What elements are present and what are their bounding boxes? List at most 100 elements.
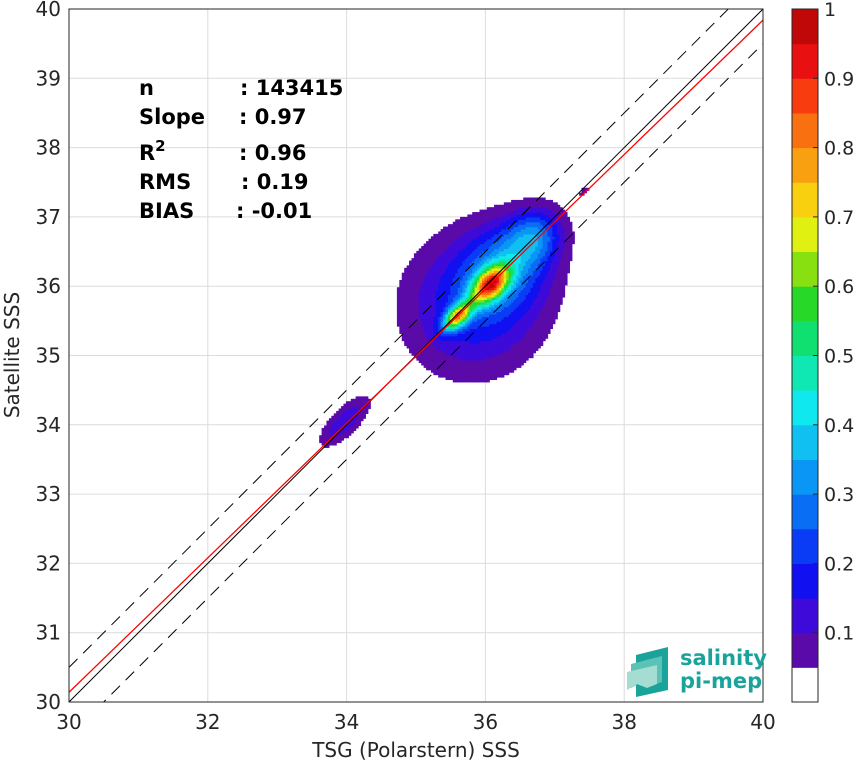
density-cell (418, 352, 422, 356)
density-cell (498, 326, 502, 330)
density-cell (445, 277, 449, 281)
density-cell (423, 292, 427, 296)
density-cell (353, 425, 357, 429)
density-cell (523, 284, 527, 288)
density-cell (530, 277, 534, 281)
density-cell (545, 212, 549, 216)
density-cell (440, 343, 444, 347)
density-cell (452, 265, 456, 269)
density-cell (455, 236, 459, 240)
density-cell (542, 321, 546, 325)
density-cell (508, 272, 512, 276)
density-cell (462, 318, 466, 322)
density-cell (457, 316, 461, 320)
density-cell (457, 284, 461, 288)
density-cell (452, 233, 456, 237)
density-cell (523, 272, 527, 276)
density-cell (545, 330, 549, 334)
density-cell (416, 292, 420, 296)
density-cell (506, 369, 510, 373)
density-cell (498, 224, 502, 228)
density-cell (525, 258, 529, 262)
density-cell (513, 260, 517, 264)
density-cell (496, 231, 500, 235)
density-cell (528, 224, 532, 228)
density-cell (484, 270, 488, 274)
density-cell (486, 212, 490, 216)
density-cell (406, 309, 410, 313)
density-cell (549, 255, 553, 259)
density-cell (469, 265, 473, 269)
density-cell (511, 304, 515, 308)
density-cell (523, 243, 527, 247)
density-cell (486, 330, 490, 334)
density-cell (447, 270, 451, 274)
density-cell (496, 321, 500, 325)
density-cell (396, 304, 400, 308)
density-cell (557, 233, 561, 237)
density-cell (501, 338, 505, 342)
density-cell (443, 287, 447, 291)
density-cell (515, 248, 519, 252)
density-cell (477, 226, 481, 230)
density-cell (530, 292, 534, 296)
density-cell (421, 246, 425, 250)
density-cell (440, 236, 444, 240)
density-cell (445, 374, 449, 378)
density-cell (333, 430, 337, 434)
density-cell (549, 243, 553, 247)
density-cell (569, 241, 573, 245)
density-cell (462, 352, 466, 356)
density-cell (491, 216, 495, 220)
density-cell (406, 333, 410, 337)
density-cell (579, 192, 583, 196)
density-cell (528, 229, 532, 233)
density-cell (469, 357, 473, 361)
density-cell (532, 253, 536, 257)
density-cell (469, 241, 473, 245)
density-cell (489, 260, 493, 264)
density-cell (513, 202, 517, 206)
density-cell (409, 267, 413, 271)
density-cell (518, 335, 522, 339)
density-cell (462, 233, 466, 237)
density-cell (474, 270, 478, 274)
density-cell (358, 398, 362, 402)
density-cell (501, 289, 505, 293)
density-cell (518, 258, 522, 262)
density-cell (513, 204, 517, 208)
density-cell (409, 330, 413, 334)
density-cell (464, 301, 468, 305)
density-cell (557, 309, 561, 313)
density-cell (464, 236, 468, 240)
density-cell (413, 335, 417, 339)
density-cell (445, 340, 449, 344)
density-cell (501, 253, 505, 257)
density-cell (336, 415, 340, 419)
density-cell (440, 284, 444, 288)
density-cell (360, 413, 364, 417)
density-cell (443, 262, 447, 267)
density-cell (438, 277, 442, 281)
density-cell (462, 231, 466, 235)
density-cell (447, 333, 451, 337)
density-cell (452, 311, 456, 315)
density-cell (460, 241, 464, 245)
density-cell (433, 275, 437, 279)
density-cell (413, 253, 417, 257)
density-cell (501, 231, 505, 235)
density-cell (511, 224, 515, 228)
density-cell (464, 369, 468, 373)
density-cell (411, 335, 415, 339)
density-cell (496, 352, 500, 356)
density-cell (450, 296, 454, 300)
density-cell (411, 321, 415, 325)
density-cell (525, 233, 529, 237)
density-cell (445, 318, 449, 322)
density-cell (491, 212, 495, 216)
density-cell (501, 345, 505, 349)
density-cell (464, 272, 468, 276)
density-cell (489, 299, 493, 303)
density-cell (554, 204, 558, 208)
density-cell (537, 212, 541, 216)
